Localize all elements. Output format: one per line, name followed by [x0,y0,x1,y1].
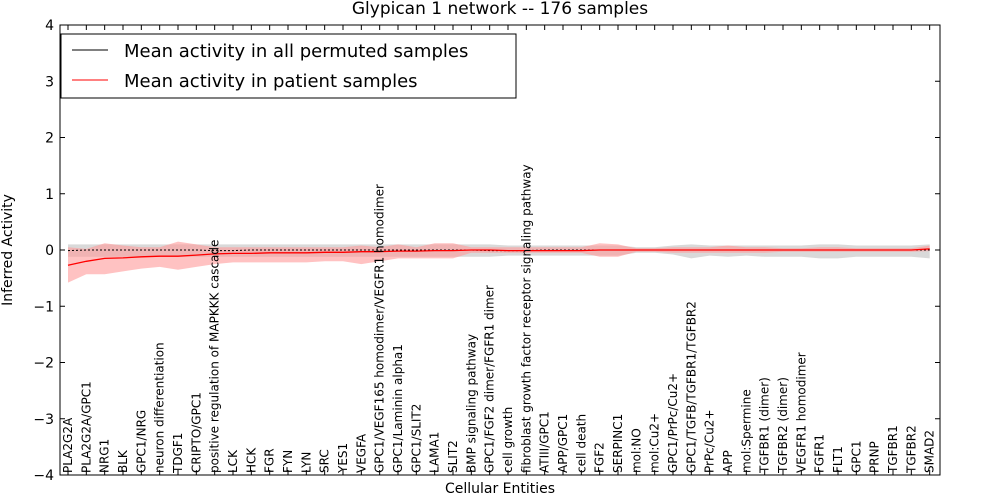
legend-label-patient: Mean activity in patient samples [124,71,418,92]
x-tick-label: GPC1/VEGF165 homodimer/VEGFR1 homodimer [373,184,387,473]
x-tick-label: VEGFA [354,433,368,473]
x-tick-label: FLT1 [831,446,845,473]
x-tick-label: mol:NO [629,428,643,473]
x-axis-label: Cellular Entities [445,481,555,497]
x-tick-label: positive regulation of MAPKKK cascade [208,240,222,473]
x-tick-label: LCK [226,449,240,473]
x-tick-label: APP/GPC1 [556,414,570,473]
x-ticks: PLA2G2A PLA2G2A/GPC1 NRG1 BLK GPC1/NRG neuron… [61,25,937,475]
x-tick-label: GPC1/NRG [134,410,148,473]
x-tick-label: SMAD2 [923,430,937,473]
x-tick-label: GPC1 [849,440,863,473]
x-tick-label: TGFBR1 (dimer) [758,377,772,474]
line-patient [67,248,930,266]
x-tick-label: APP [721,450,735,473]
x-tick-label: GPC1/Laminin alpha1 [391,344,405,473]
x-tick-label: fibroblast growth factor receptor signal… [519,164,533,473]
legend-box [60,33,517,99]
x-tick-label: cell death [574,414,588,473]
chart-title: Glypican 1 network -- 176 samples [352,0,648,19]
y-tick-label: −1 [33,299,54,315]
x-tick-label: FYN [281,450,295,473]
x-tick-label: TGFBR2 [904,425,918,474]
x-tick-label: PrPc/Cu2+ [703,409,717,473]
x-tick-label: GPC1/FGF2 dimer/FGFR1 dimer [483,285,497,473]
confidence-bands [68,241,930,283]
x-tick-label: TGFBR1 [886,425,900,474]
x-tick-label: GPC1/SLIT2 [409,404,423,473]
x-tick-label: FGFR1 [813,434,827,473]
x-tick-label: PLA2G2A [61,417,75,473]
x-tick-label: cell growth [501,407,515,473]
x-tick-label: VEGFR1 homodimer [794,352,808,473]
x-tick-label: ATIII/GPC1 [538,411,552,473]
y-tick-label: −3 [33,412,54,428]
legend: Mean activity in all permuted samples Me… [60,33,517,99]
y-tick-label: 0 [45,243,54,259]
y-tick-label: 2 [45,131,54,147]
plot-frame [59,24,941,476]
y-axis-label: Inferred Activity [0,194,16,306]
x-tick-label: SLIT2 [446,440,460,473]
x-tick-label: BLK [116,449,130,473]
series-lines [67,248,930,266]
x-tick-label: BMP signaling pathway [464,334,478,473]
x-tick-label: GPC1/PrPc/Cu2+ [666,373,680,473]
y-tick-label: −2 [33,356,54,372]
x-tick-label: SERPINC1 [611,414,625,473]
x-tick-label: mol:Cu2+ [648,413,662,473]
x-tick-label: neuron differentiation [153,342,167,473]
x-tick-label: HCK [244,447,258,473]
x-tick-label: LAMA1 [428,432,442,473]
legend-label-permuted: Mean activity in all permuted samples [124,41,468,62]
x-tick-label: TDGF1 [171,433,185,474]
y-ticks: −4 −3 −2 −1 0 1 2 3 4 [33,18,940,484]
x-tick-label: NRG1 [98,439,112,473]
x-tick-label: TGFBR2 (dimer) [776,377,790,474]
x-tick-label: PLA2G2A/GPC1 [79,381,93,473]
x-tick-label: CRIPTO/GPC1 [189,392,203,473]
y-tick-label: 4 [45,18,54,34]
x-tick-label: FGR [263,448,277,473]
x-tick-label: FGF2 [593,442,607,473]
y-tick-label: 1 [45,187,54,203]
x-tick-label: SRC [318,449,332,473]
x-tick-label: mol:Spermine [739,389,753,473]
x-tick-label: YES1 [336,443,350,474]
x-tick-label: PRNP [868,441,882,473]
x-tick-label: GPC1/TGFB/TGFBR1/TGFBR2 [684,301,698,473]
y-tick-label: −4 [33,468,54,484]
y-tick-label: 3 [45,74,54,90]
band-patient [68,241,930,283]
x-tick-label: LYN [299,452,313,473]
